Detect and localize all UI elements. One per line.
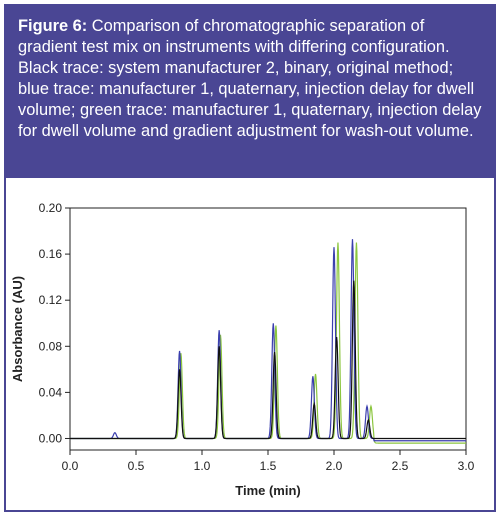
y-tick-label: 0.12 [39, 293, 63, 307]
x-tick-label: 2.0 [326, 459, 343, 473]
blue_trace-line [70, 239, 466, 442]
y-tick-label: 0.20 [39, 201, 63, 215]
green_trace-line [70, 242, 466, 444]
figure-frame: Figure 6: Comparison of chromatographic … [4, 4, 496, 512]
x-tick-label: 1.0 [194, 459, 211, 473]
x-tick-label: 3.0 [458, 459, 475, 473]
y-tick-label: 0.00 [39, 431, 63, 445]
chart-area: 0.0 0.5 1.0 1.5 2.0 2.5 3.0 0.00 0.04 0.08 0.12 0.1… [6, 180, 494, 510]
x-tick-label: 0.0 [62, 459, 79, 473]
caption-text: Comparison of chromatographic separation… [18, 17, 482, 140]
chromatogram-chart: 0.0 0.5 1.0 1.5 2.0 2.5 3.0 0.00 0.04 0.08 0.12 0.1… [10, 201, 475, 498]
black_trace-line [70, 280, 466, 440]
figure-caption: Figure 6: Comparison of chromatographic … [6, 6, 494, 178]
x-tick-label: 1.5 [260, 459, 277, 473]
y-tick-label: 0.08 [39, 339, 63, 353]
caption-label: Figure 6: [18, 17, 88, 35]
y-tick-label: 0.16 [39, 247, 63, 261]
x-tick-label: 2.5 [392, 459, 409, 473]
x-axis-label: Time (min) [235, 483, 301, 498]
y-axis-label: Absorbance (AU) [10, 276, 25, 382]
plot-frame [69, 207, 467, 451]
x-tick-label: 0.5 [128, 459, 145, 473]
y-tick-label: 0.04 [39, 385, 63, 399]
